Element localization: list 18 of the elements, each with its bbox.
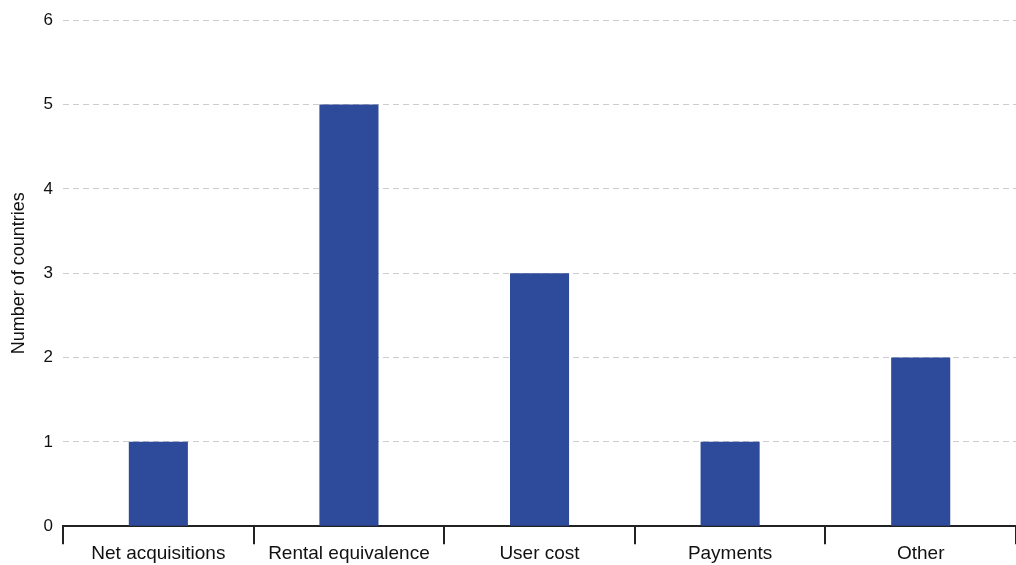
y-tick-label: 2 bbox=[43, 347, 54, 367]
y-axis-title: Number of countries bbox=[7, 192, 28, 355]
y-tick-label: 4 bbox=[43, 178, 54, 198]
y-tick-label: 1 bbox=[43, 431, 54, 451]
y-tick-label: 0 bbox=[43, 515, 54, 535]
y-tick-label: 3 bbox=[43, 262, 54, 282]
bar bbox=[891, 357, 951, 526]
bar bbox=[509, 273, 570, 526]
x-tick-label: User cost bbox=[499, 541, 581, 563]
y-tick-label: 5 bbox=[43, 94, 54, 114]
bar bbox=[700, 441, 760, 526]
x-tick-label: Net acquisitions bbox=[91, 541, 226, 563]
x-tick-label: Payments bbox=[687, 541, 773, 563]
bar bbox=[128, 441, 188, 526]
y-tick-label: 6 bbox=[43, 9, 54, 29]
x-tick-label: Other bbox=[896, 541, 946, 563]
bar bbox=[319, 104, 379, 526]
x-tick-label: Rental equivalence bbox=[268, 541, 430, 563]
